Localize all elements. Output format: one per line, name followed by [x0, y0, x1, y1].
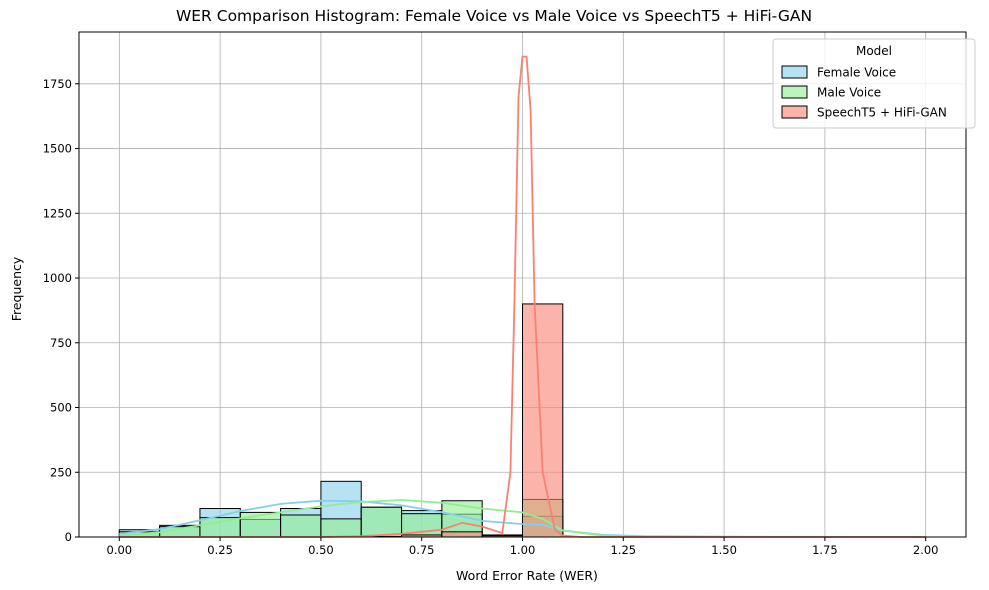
histogram-bar: [360, 506, 403, 538]
y-tick-label: 1250: [43, 206, 72, 220]
histogram-bar: [320, 518, 362, 538]
kde-line: [119, 55, 926, 538]
kde-line: [119, 499, 926, 538]
x-tick-label: 0.00: [107, 543, 133, 557]
y-tick-label: 250: [50, 465, 72, 479]
kde-curves: [119, 55, 926, 538]
legend-title: Model: [856, 44, 892, 58]
x-tick-label: 1.25: [610, 543, 636, 557]
x-tick-label: 2.00: [913, 543, 939, 557]
y-axis-ticks: 0 250 500 750 1000 1250 1500 1750: [43, 77, 79, 544]
histogram-bar: [441, 531, 483, 538]
legend-label: Female Voice: [817, 66, 896, 80]
chart-title: WER Comparison Histogram: Female Voice v…: [176, 7, 812, 25]
histogram-bar: [522, 303, 564, 538]
histogram-bar: [199, 517, 241, 538]
y-tick-label: 1750: [43, 77, 72, 91]
legend-frame: [772, 38, 976, 129]
x-axis-ticks: 0.00 0.25 0.50 0.75 1.00 1.25 1.50 1.75 2.00: [107, 537, 939, 557]
y-tick-label: 0: [65, 530, 72, 544]
x-tick-label: 0.50: [308, 543, 334, 557]
y-tick-label: 500: [50, 401, 72, 415]
legend-items: Female Voice Male Voice SpeechT5 + HiFi-GA…: [781, 65, 947, 120]
x-tick-label: 0.25: [207, 543, 233, 557]
histogram-bars: [118, 303, 564, 538]
legend-swatch: [781, 85, 808, 99]
y-tick-label: 750: [50, 336, 72, 350]
histogram-bar: [280, 514, 322, 538]
x-tick-label: 0.75: [409, 543, 435, 557]
x-axis-label: Word Error Rate (WER): [456, 568, 598, 583]
x-tick-label: 1.50: [711, 543, 737, 557]
legend-swatch: [781, 65, 808, 79]
legend-label: SpeechT5 + HiFi-GAN: [817, 106, 947, 120]
y-tick-label: 1000: [43, 271, 72, 285]
legend-swatch: [781, 105, 808, 119]
x-tick-label: 1.00: [510, 543, 536, 557]
legend: Model Female Voice Male Voice SpeechT5 + H…: [772, 38, 976, 129]
x-tick-label: 1.75: [812, 543, 838, 557]
y-tick-label: 1500: [43, 142, 72, 156]
legend-label: Male Voice: [817, 86, 881, 100]
y-axis-label: Frequency: [9, 256, 24, 321]
